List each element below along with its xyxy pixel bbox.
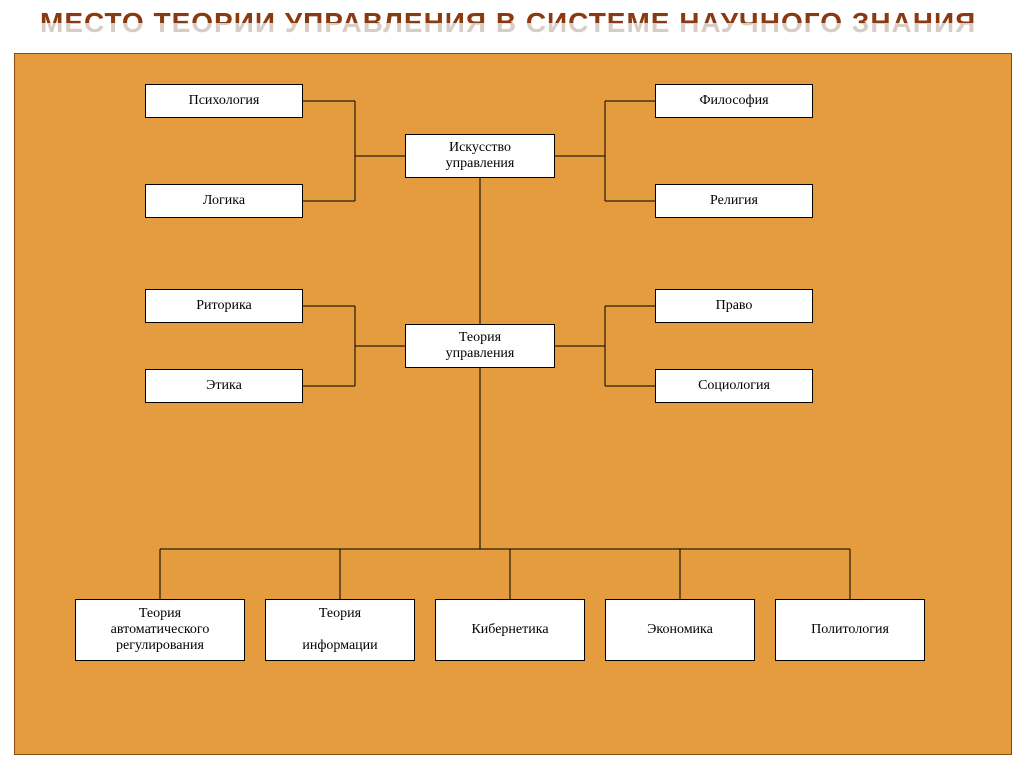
node-label: Кибернетика xyxy=(471,622,548,638)
node-auto_reg: Теория автоматического регулирования xyxy=(75,599,245,661)
node-label: Экономика xyxy=(647,622,713,638)
node-art_mgmt: Искусство управления xyxy=(405,134,555,178)
node-religion: Религия xyxy=(655,184,813,218)
node-label: Искусство управления xyxy=(446,140,515,172)
node-label: Этика xyxy=(206,378,242,394)
node-philosophy: Философия xyxy=(655,84,813,118)
node-label: Теория автоматического регулирования xyxy=(111,606,210,654)
node-politology: Политология xyxy=(775,599,925,661)
node-label: Теория управления xyxy=(446,330,515,362)
node-cybernetics: Кибернетика xyxy=(435,599,585,661)
node-label: Теория информации xyxy=(302,606,377,654)
node-psychology: Психология xyxy=(145,84,303,118)
node-label: Логика xyxy=(203,193,245,209)
node-info_theory: Теория информации xyxy=(265,599,415,661)
node-label: Риторика xyxy=(196,298,252,314)
node-label: Философия xyxy=(699,93,768,109)
node-ethics: Этика xyxy=(145,369,303,403)
page-title: Место теории управления в системе научно… xyxy=(40,8,1024,39)
node-sociology: Социология xyxy=(655,369,813,403)
diagram-canvas: Психология Логика Риторика Этика Философия Ре… xyxy=(14,53,1012,755)
node-theory_mgmt: Теория управления xyxy=(405,324,555,368)
node-law: Право xyxy=(655,289,813,323)
node-logic: Логика xyxy=(145,184,303,218)
node-economics: Экономика xyxy=(605,599,755,661)
node-label: Право xyxy=(716,298,753,314)
node-label: Политология xyxy=(811,622,889,638)
node-label: Социология xyxy=(698,378,770,394)
node-rhetoric: Риторика xyxy=(145,289,303,323)
node-label: Религия xyxy=(710,193,758,209)
node-label: Психология xyxy=(189,93,260,109)
